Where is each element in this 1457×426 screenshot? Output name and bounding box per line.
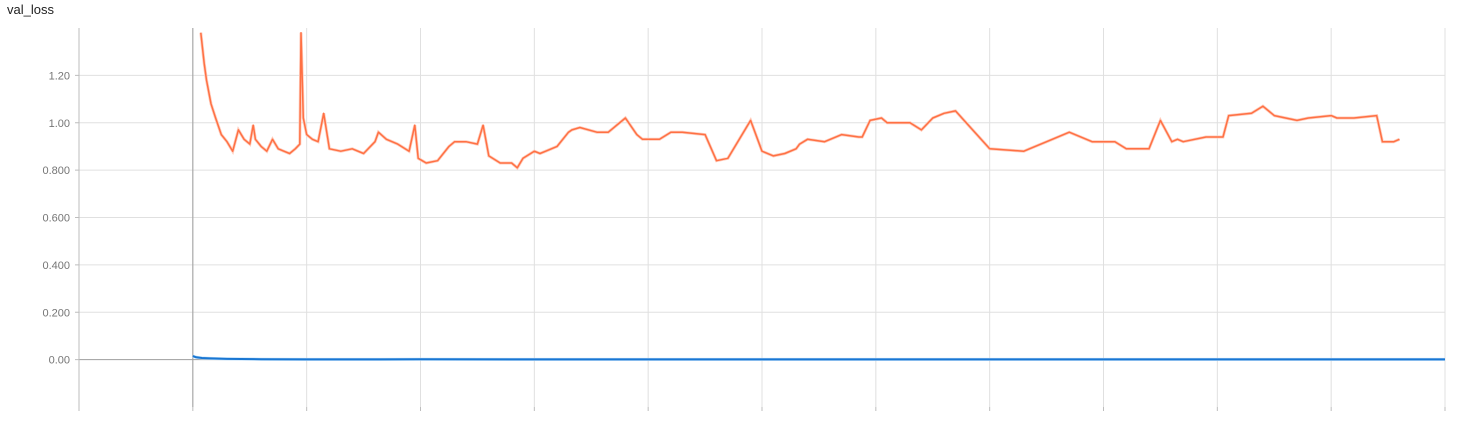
chart-title: val_loss bbox=[7, 2, 54, 17]
series-0-raw-line bbox=[199, 32, 1401, 171]
y-tick-label: 1.00 bbox=[49, 118, 70, 130]
y-tick-label: 1.20 bbox=[49, 70, 70, 82]
y-tick-label: 0.800 bbox=[42, 165, 70, 177]
y-tick-label: 0.400 bbox=[42, 260, 70, 272]
y-tick-label: 0.200 bbox=[42, 307, 70, 319]
y-tick-label: 0.00 bbox=[49, 355, 70, 367]
series-0-line[interactable] bbox=[200, 31, 1400, 169]
series-group bbox=[192, 31, 1445, 361]
y-tick-label: 0.600 bbox=[42, 213, 70, 225]
series-1-line[interactable] bbox=[192, 355, 1445, 361]
